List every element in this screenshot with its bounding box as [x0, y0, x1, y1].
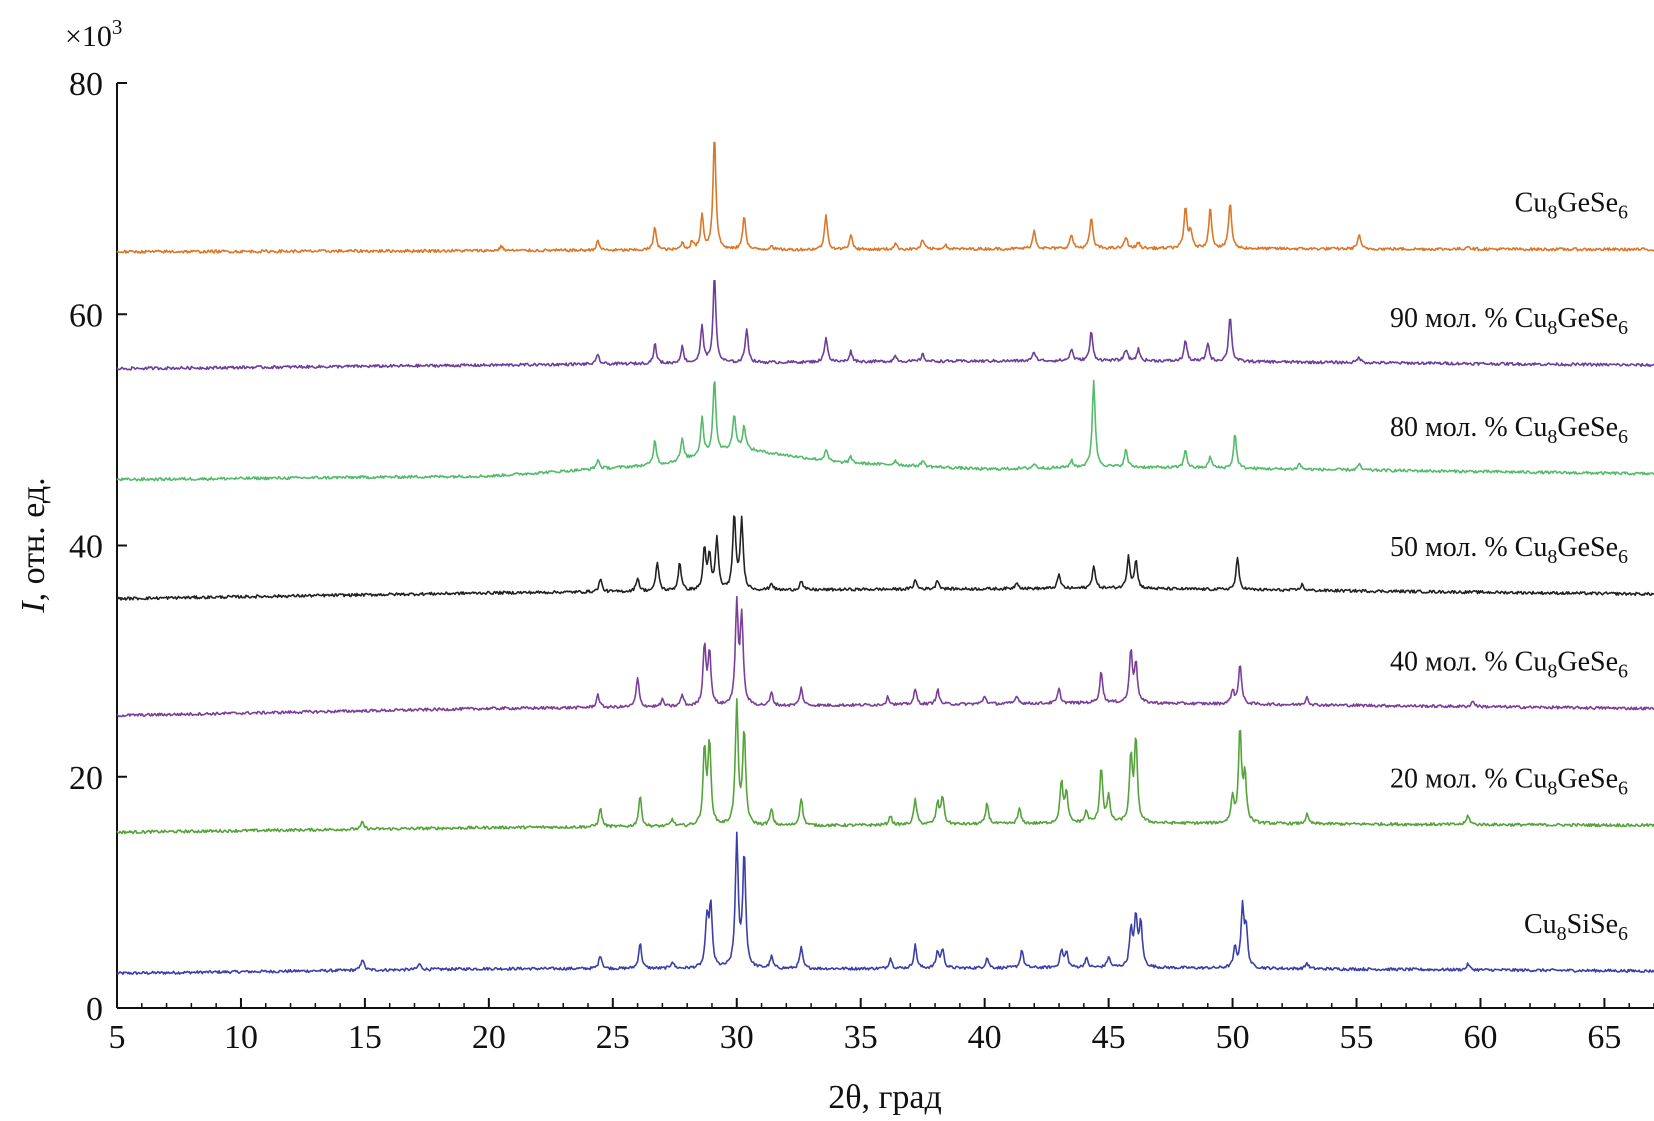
series-label-subscript: 8	[1547, 661, 1557, 683]
y-tick-label: 60	[69, 297, 103, 334]
series-label-subscript: 8	[1547, 426, 1557, 448]
series-label: 20 мол. % Cu8GeSe6	[1390, 763, 1628, 799]
series-label-subscript: 8	[1547, 202, 1557, 224]
series-label-subscript: 6	[1618, 661, 1628, 683]
series-label: 50 мол. % Cu8GeSe6	[1390, 532, 1628, 568]
y-multiplier-base: ×10	[65, 20, 112, 53]
series-label: 80 мол. % Cu8GeSe6	[1390, 412, 1628, 448]
x-tick-label: 40	[968, 1019, 1002, 1056]
series-label-text: GeSe	[1557, 763, 1618, 794]
y-tick-label: 0	[86, 991, 103, 1028]
series-line	[116, 698, 1654, 835]
series-label-subscript: 6	[1618, 923, 1628, 945]
series-label-text: GeSe	[1557, 532, 1618, 563]
series-label-text: Cu	[1515, 188, 1548, 219]
y-axis-title: I, отн. ед.	[15, 477, 52, 613]
series-label-text: 50 мол. % Cu	[1390, 532, 1547, 563]
series-label: 40 мол. % Cu8GeSe6	[1390, 647, 1628, 683]
x-tick-label: 10	[224, 1019, 258, 1056]
series-label-subscript: 8	[1547, 546, 1557, 568]
series-label-text: GeSe	[1557, 303, 1618, 334]
series-label: Cu8GeSe6	[1515, 188, 1628, 224]
y-tick-label: 40	[69, 529, 103, 566]
y-multiplier: ×103	[65, 15, 122, 53]
series-label-subscript: 6	[1618, 546, 1628, 568]
series-label-text: Cu	[1524, 909, 1557, 940]
series-label-text: GeSe	[1557, 188, 1618, 219]
series-label: 90 мол. % Cu8GeSe6	[1390, 303, 1628, 339]
series-line	[116, 595, 1654, 718]
x-tick-label: 25	[596, 1019, 630, 1056]
series-line	[116, 379, 1654, 482]
series-line	[116, 141, 1654, 254]
y-axis-title-italic: I	[15, 600, 52, 614]
series-line	[116, 515, 1654, 601]
y-multiplier-exponent: 3	[112, 15, 123, 39]
series-line	[116, 279, 1654, 371]
series-traces	[116, 141, 1654, 975]
series-label-text: SiSe	[1567, 909, 1618, 940]
x-tick-label: 60	[1463, 1019, 1497, 1056]
x-tick-label: 65	[1587, 1019, 1621, 1056]
series-label: Cu8SiSe6	[1524, 909, 1628, 945]
x-ticks: 5 10 15 20 25 30 35 40 45 50 55 60 65	[109, 998, 1654, 1056]
y-axis-title-rest: , отн. ед.	[15, 477, 52, 601]
series-label-text: GeSe	[1557, 412, 1618, 443]
y-tick-label: 20	[69, 760, 103, 797]
series-label-subscript: 8	[1547, 317, 1557, 339]
x-tick-label: 45	[1092, 1019, 1126, 1056]
series-label-subscript: 6	[1618, 317, 1628, 339]
series-label-subscript: 6	[1618, 202, 1628, 224]
series-label-text: 80 мол. % Cu	[1390, 412, 1547, 443]
y-tick-label: 80	[69, 66, 103, 103]
x-tick-label: 35	[844, 1019, 878, 1056]
series-label-text: 20 мол. % Cu	[1390, 763, 1547, 794]
x-axis-title: 2θ, град	[828, 1079, 942, 1116]
series-label-subscript: 6	[1618, 777, 1628, 799]
x-tick-label: 30	[720, 1019, 754, 1056]
series-label-text: 90 мол. % Cu	[1390, 303, 1547, 334]
series-label-subscript: 8	[1557, 923, 1567, 945]
series-line	[116, 831, 1654, 975]
series-label-text: 40 мол. % Cu	[1390, 647, 1547, 678]
x-tick-label: 15	[348, 1019, 382, 1056]
series-label-subscript: 6	[1618, 426, 1628, 448]
x-tick-label: 55	[1340, 1019, 1374, 1056]
x-tick-label: 5	[109, 1019, 126, 1056]
x-tick-label: 50	[1216, 1019, 1250, 1056]
x-tick-label: 20	[472, 1019, 506, 1056]
series-label-text: GeSe	[1557, 647, 1618, 678]
y-ticks: 0 20 40 60 80	[69, 66, 127, 1028]
series-label-subscript: 8	[1547, 777, 1557, 799]
